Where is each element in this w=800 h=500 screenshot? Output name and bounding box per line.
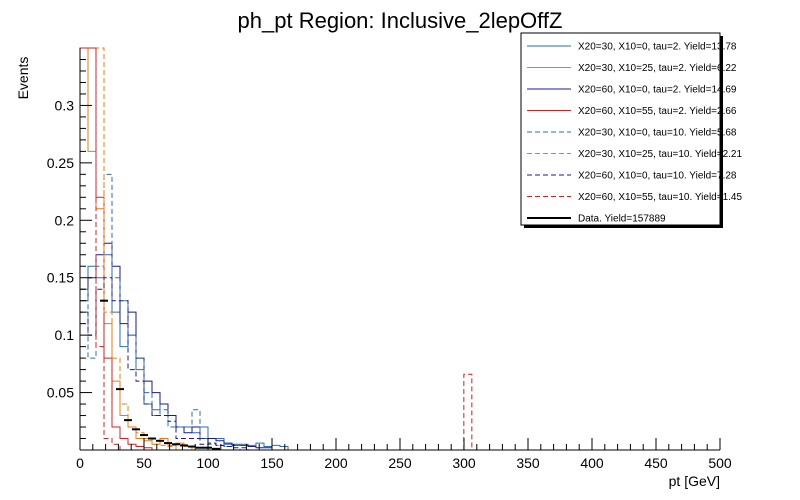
legend-box	[520, 32, 721, 226]
x-tick-label-5: 250	[388, 455, 412, 471]
x-tick-label-7: 350	[516, 455, 540, 471]
legend-label-4: X20=60, X10=55, tau=2. Yield=2.66	[578, 106, 737, 117]
legend-label-9: Data. Yield=157889	[578, 214, 666, 225]
legend-label-7: X20=60, X10=0, tau=10. Yield=7.28	[578, 171, 737, 182]
x-tick-label-2: 100	[196, 455, 220, 471]
x-tick-label-10: 500	[708, 455, 732, 471]
histogram-series-8-spike-1	[463, 373, 473, 450]
x-tick-label-9: 450	[644, 455, 668, 471]
x-tick-label-8: 400	[580, 455, 604, 471]
y-tick-label-4: 0.25	[47, 155, 74, 171]
legend-label-1: X20=30, X10=0, tau=2. Yield=13.78	[578, 42, 737, 53]
legend-label-2: X20=30, X10=25, tau=2. Yield=6.22	[578, 63, 737, 74]
data-points-layer	[100, 299, 220, 450]
x-tick-label-1: 50	[136, 455, 152, 471]
legend-label-5: X20=30, X10=0, tau=10. Yield=5.68	[578, 128, 737, 139]
x-tick-label-6: 300	[452, 455, 476, 471]
legend-label-6: X20=30, X10=25, tau=10. Yield=2.21	[578, 149, 742, 160]
y-tick-label-3: 0.2	[55, 212, 75, 228]
x-axis-label: pt [GeV]	[669, 473, 720, 489]
axes: 0 50 100 150 200 250 300 350 400 450 500 0.05 0.1 0.1…	[47, 48, 732, 471]
y-tick-label-5: 0.3	[55, 97, 75, 113]
y-tick-label-2: 0.15	[47, 270, 74, 286]
x-tick-label-0: 0	[76, 455, 84, 471]
x-tick-label-3: 150	[260, 455, 284, 471]
legend-label-3: X20=60, X10=0, tau=2. Yield=14.69	[578, 85, 737, 96]
y-axis-label: Events	[15, 57, 31, 100]
y-tick-label-1: 0.1	[55, 327, 75, 343]
chart-title: ph_pt Region: Inclusive_2lepOffZ	[238, 8, 563, 33]
x-tick-label-4: 200	[324, 455, 348, 471]
legend-label-8: X20=60, X10=55, tau=10. Yield=1.45	[578, 192, 742, 203]
legend: X20=30, X10=0, tau=2. Yield=13.78 X20=30,…	[520, 32, 742, 228]
y-tick-label-0: 0.05	[47, 385, 74, 401]
